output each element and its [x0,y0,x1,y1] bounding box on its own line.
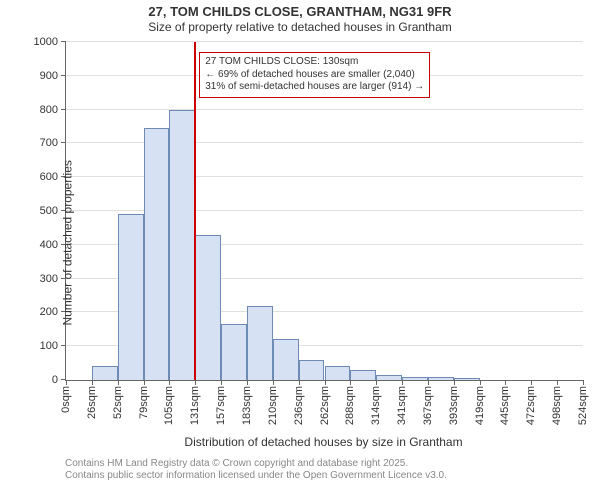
xtick-mark [66,380,67,385]
xtick-label: 498sqm [551,386,563,425]
xtick-mark [583,380,584,385]
xtick-label: 157sqm [215,386,227,425]
xtick-mark [557,380,558,385]
xtick-mark [195,380,196,385]
xtick-mark [454,380,455,385]
xtick-mark [169,380,170,385]
xtick-mark [299,380,300,385]
histogram-bar [144,128,170,380]
xtick-mark [118,380,119,385]
histogram-bar [169,110,195,380]
marker-line [194,42,196,380]
xtick-label: 0sqm [60,386,72,413]
xtick-mark [247,380,248,385]
histogram-bar [247,306,273,380]
histogram-bar [350,370,376,380]
ytick-label: 0 [52,374,66,386]
histogram-bar [299,360,325,380]
xtick-label: 131sqm [189,386,201,425]
xtick-mark [428,380,429,385]
chart-title: 27, TOM CHILDS CLOSE, GRANTHAM, NG31 9FR [0,0,600,20]
ytick-label: 800 [40,104,66,116]
chart-container: 27, TOM CHILDS CLOSE, GRANTHAM, NG31 9FR… [0,0,600,500]
xtick-label: 210sqm [267,386,279,425]
xtick-label: 419sqm [474,386,486,425]
xtick-mark [402,380,403,385]
histogram-bar [376,375,402,380]
ytick-label: 1000 [34,36,66,48]
ytick-label: 100 [40,340,66,352]
annotation-line: 31% of semi-detached houses are larger (… [205,81,424,94]
histogram-bar [118,214,144,380]
xtick-label: 524sqm [577,386,589,425]
xtick-mark [92,380,93,385]
histogram-bar [195,235,221,380]
histogram-bar [402,377,428,380]
histogram-bar [454,378,480,380]
plot-area: 010020030040050060070080090010000sqm26sq… [65,42,583,381]
xtick-label: 236sqm [293,386,305,425]
chart-subtitle: Size of property relative to detached ho… [0,20,600,34]
xtick-mark [531,380,532,385]
xtick-label: 79sqm [138,386,150,419]
y-axis-label: Number of detached properties [61,160,75,325]
histogram-bar [428,377,454,380]
xtick-mark [376,380,377,385]
histogram-bar [325,366,351,380]
histogram-bar [92,366,118,380]
footer-attribution: Contains HM Land Registry data © Crown c… [65,458,447,482]
xtick-label: 341sqm [396,386,408,425]
xtick-mark [144,380,145,385]
footer-line-1: Contains HM Land Registry data © Crown c… [65,458,447,470]
xtick-mark [273,380,274,385]
footer-line-2: Contains public sector information licen… [65,470,447,482]
xtick-label: 445sqm [499,386,511,425]
xtick-label: 52sqm [112,386,124,419]
ytick-label: 900 [40,70,66,82]
xtick-label: 472sqm [525,386,537,425]
x-axis-label: Distribution of detached houses by size … [65,435,582,449]
xtick-label: 183sqm [241,386,253,425]
annotation-box: 27 TOM CHILDS CLOSE: 130sqm← 69% of deta… [199,52,430,98]
xtick-mark [350,380,351,385]
histogram-bar [273,339,299,380]
xtick-label: 105sqm [163,386,175,425]
ytick-label: 700 [40,137,66,149]
xtick-label: 288sqm [344,386,356,425]
gridline [66,109,583,110]
xtick-mark [505,380,506,385]
xtick-mark [325,380,326,385]
xtick-mark [221,380,222,385]
annotation-line: ← 69% of detached houses are smaller (2,… [205,69,424,82]
histogram-bar [221,324,247,380]
xtick-label: 393sqm [448,386,460,425]
gridline [66,41,583,42]
xtick-label: 262sqm [319,386,331,425]
annotation-line: 27 TOM CHILDS CLOSE: 130sqm [205,56,424,69]
xtick-label: 367sqm [422,386,434,425]
xtick-label: 314sqm [370,386,382,425]
xtick-mark [480,380,481,385]
xtick-label: 26sqm [86,386,98,419]
